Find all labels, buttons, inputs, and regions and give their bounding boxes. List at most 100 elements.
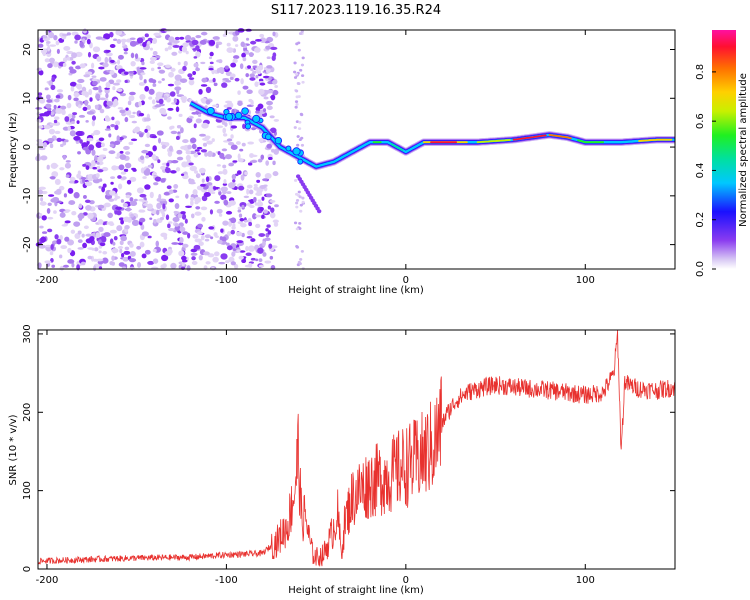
spectrogram-noise-point bbox=[248, 230, 253, 236]
spectrogram-noise-point bbox=[107, 212, 113, 219]
spectrogram-noise-point bbox=[249, 160, 258, 163]
spectrogram-noise-point bbox=[70, 229, 76, 234]
spectrogram-noise-point bbox=[144, 85, 150, 92]
spectrogram-noise-point bbox=[80, 261, 86, 266]
spectrogram-noise-point bbox=[266, 65, 273, 69]
spectrogram-noise-point bbox=[131, 120, 137, 124]
spectrogram-ytick-label: 0 bbox=[22, 144, 33, 150]
spectrogram-noise-point bbox=[62, 57, 67, 63]
spectrogram-noise-point bbox=[171, 51, 178, 56]
spectrogram-noise-point bbox=[79, 41, 84, 48]
spectrogram-noise-point bbox=[195, 35, 202, 39]
spectrogram-ridge-blob bbox=[244, 123, 252, 130]
spectrogram-noise-point bbox=[68, 200, 76, 206]
spectrogram-noise-point bbox=[201, 122, 209, 129]
spectrogram-noise-point bbox=[265, 67, 271, 74]
spectrogram-ridge-peak bbox=[577, 139, 605, 144]
spectrogram-noise-point bbox=[44, 87, 49, 91]
spectrogram-noise-point bbox=[50, 111, 54, 116]
spectrogram-noise-point bbox=[299, 209, 303, 213]
spectrogram-noise-point bbox=[247, 245, 256, 252]
spectrogram-noise-point bbox=[91, 75, 97, 78]
spectrogram-noise-point bbox=[124, 246, 130, 251]
spectrogram-noise-point bbox=[233, 264, 239, 269]
spectrogram-noise-point bbox=[205, 176, 210, 183]
spectrogram-noise-point bbox=[140, 224, 145, 231]
spectrogram-noise-point bbox=[249, 73, 256, 78]
spectrogram-noise-point bbox=[269, 115, 275, 119]
spectrogram-noise-point bbox=[243, 219, 249, 223]
spectrogram-noise-point bbox=[84, 99, 89, 106]
spectrogram-noise-point bbox=[226, 47, 234, 54]
spectrogram-noise-point bbox=[172, 40, 180, 44]
spectrogram-noise-point bbox=[249, 77, 256, 81]
spectrogram-noise-point bbox=[109, 229, 117, 234]
spectrogram-frame bbox=[37, 29, 676, 270]
spectrogram-noise-point bbox=[191, 143, 197, 150]
spectrogram-noise-point bbox=[295, 42, 299, 46]
spectrogram-noise-point bbox=[232, 248, 237, 251]
spectrogram-noise-point bbox=[299, 203, 303, 207]
spectrogram-noise-point bbox=[195, 67, 200, 72]
spectrogram-noise-point bbox=[155, 209, 160, 216]
spectrogram-noise-point bbox=[198, 254, 203, 261]
spectrogram-noise-point bbox=[81, 86, 87, 93]
spectrogram-noise-point bbox=[156, 130, 164, 136]
spectrogram-noise-point bbox=[298, 221, 302, 225]
spectrogram-noise-point bbox=[109, 190, 116, 196]
spectrogram-noise-point bbox=[129, 37, 136, 41]
spectrogram-noise-point bbox=[69, 81, 77, 87]
spectrogram-noise-point bbox=[73, 221, 81, 227]
spectrogram-noise-point bbox=[151, 37, 158, 44]
spectrogram-noise-point bbox=[222, 133, 228, 137]
spectrogram-noise-point bbox=[173, 97, 177, 104]
spectrogram-noise-point bbox=[248, 221, 253, 227]
spectrogram-noise-point bbox=[261, 196, 265, 201]
spectrogram-noise-point bbox=[296, 135, 300, 138]
spectrogram-noise-point bbox=[91, 80, 98, 86]
spectrogram-noise-point bbox=[139, 193, 147, 198]
spectrogram-noise-point bbox=[240, 78, 244, 85]
spectrogram-ridge-blob bbox=[285, 145, 292, 152]
spectrogram-noise-point bbox=[43, 124, 51, 130]
spectrogram-noise-point bbox=[200, 183, 206, 187]
spectrogram-noise-point bbox=[193, 123, 197, 129]
spectrogram-noise-point bbox=[255, 75, 259, 79]
spectrogram-noise-point bbox=[40, 197, 44, 202]
spectrogram-noise-point bbox=[298, 195, 302, 199]
spectrogram-noise-point bbox=[81, 233, 85, 238]
spectrogram-noise-point bbox=[269, 127, 277, 134]
spectrogram-noise-point bbox=[258, 233, 266, 237]
spectrogram-noise-point bbox=[239, 201, 247, 208]
spectrogram-noise-point bbox=[50, 162, 58, 169]
spectrogram-noise-point bbox=[191, 111, 198, 115]
spectrogram-noise-point bbox=[62, 62, 67, 67]
spectrogram-noise-point bbox=[102, 62, 109, 68]
spectrogram-noise-point bbox=[175, 135, 180, 141]
spectrogram-noise-point bbox=[71, 211, 77, 216]
spectrogram-noise-point bbox=[122, 256, 129, 262]
spectrogram-noise-point bbox=[295, 198, 300, 202]
spectrogram-noise-point bbox=[114, 124, 119, 131]
spectrogram-noise-point bbox=[191, 260, 198, 265]
colorbar-tick-label: 0.4 bbox=[695, 162, 706, 178]
spectrogram-noise-point bbox=[269, 199, 276, 203]
spectrogram-noise-point bbox=[265, 89, 274, 94]
spectrogram-noise-point bbox=[136, 245, 142, 250]
spectrogram-noise-point bbox=[171, 159, 179, 164]
spectrogram-noise-point bbox=[252, 65, 257, 69]
spectrogram-noise-point bbox=[59, 234, 63, 241]
spectrogram-noise-point bbox=[216, 208, 223, 214]
spectrogram-noise-point bbox=[266, 105, 273, 111]
spectrogram-noise-point bbox=[53, 98, 60, 103]
spectrogram-noise-point bbox=[274, 84, 279, 89]
spectrogram-noise-point bbox=[130, 138, 138, 142]
spectrogram-noise-point bbox=[126, 207, 131, 212]
spectrogram-noise-point bbox=[47, 107, 52, 112]
spectrogram-noise-point bbox=[111, 116, 115, 121]
spectrogram-noise-point bbox=[175, 106, 180, 113]
spectrogram-noise-point bbox=[170, 130, 178, 135]
spectrogram-noise-point bbox=[144, 249, 151, 255]
spectrogram-noise-point bbox=[123, 145, 130, 151]
spectrogram-ridge-peak bbox=[390, 143, 404, 151]
